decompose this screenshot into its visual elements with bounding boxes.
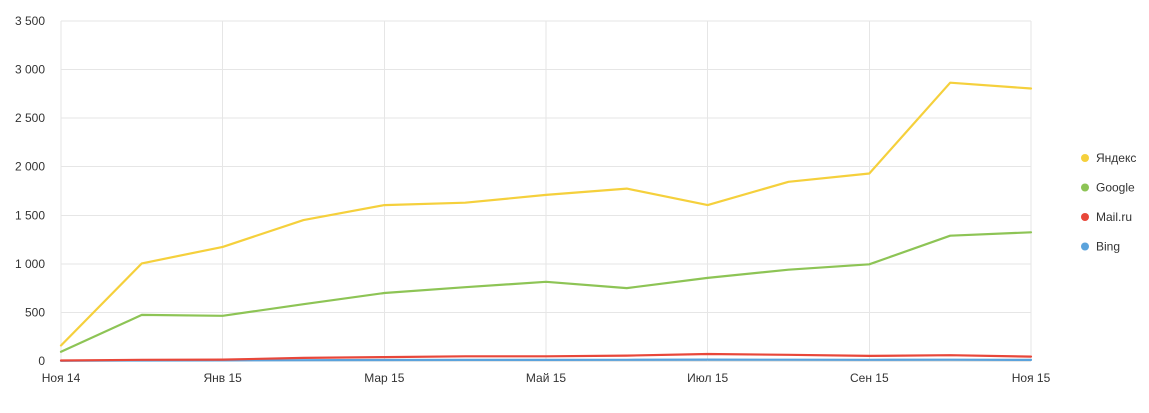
x-tick-label: Июл 15 [687,371,728,385]
legend-label: Яндекс [1096,151,1136,165]
x-tick-label: Янв 15 [203,371,242,385]
y-tick-label: 0 [38,354,45,368]
series-line-Google [59,231,1033,353]
legend-label: Google [1096,181,1135,195]
x-tick-label: Сен 15 [850,371,889,385]
y-tick-label: 3 500 [15,14,45,28]
legend-item[interactable]: Mail.ru [1081,210,1132,224]
x-tick-label: Ноя 14 [42,371,81,385]
y-tick-label: 1 000 [15,257,45,271]
legend-item[interactable]: Bing [1081,240,1120,254]
legend-marker [1081,183,1089,192]
legend: Яндекс Google Mail.ru Bing [1081,151,1136,254]
legend-marker [1081,154,1089,162]
legend-marker [1081,213,1089,221]
axis-labels: 0 500 1 000 1 500 2 000 2 500 3 000 3 500 Ноя 14… [15,14,1051,385]
y-tick-label: 3 000 [15,63,45,77]
y-tick-label: 2 500 [15,111,45,125]
y-tick-label: 1 500 [15,208,45,222]
legend-item[interactable]: Google [1081,181,1135,195]
legend-marker [1081,242,1089,251]
legend-label: Mail.ru [1096,210,1132,224]
grid-lines [60,20,1032,362]
x-tick-label: Май 15 [526,371,567,385]
y-tick-label: 2 000 [15,160,45,174]
series-line-Яндекс [59,81,1033,347]
legend-label: Bing [1096,240,1120,254]
series-lines [59,81,1033,362]
x-tick-label: Ноя 15 [1012,371,1051,385]
series-line-Mail.ru [59,352,1033,362]
y-tick-label: 500 [25,305,45,319]
x-tick-label: Мар 15 [364,371,404,385]
legend-item[interactable]: Яндекс [1081,151,1136,165]
